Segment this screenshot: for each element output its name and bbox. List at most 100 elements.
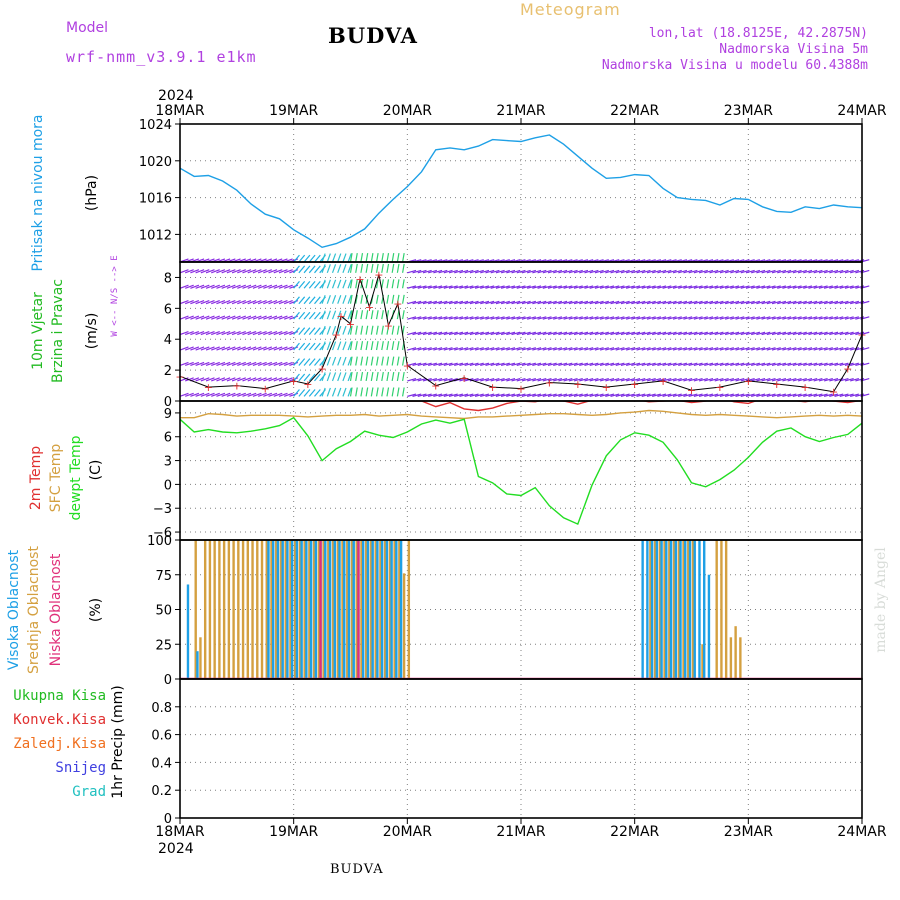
wind-barb	[787, 316, 797, 320]
wind-barb	[568, 331, 578, 336]
wind-barb	[542, 347, 552, 351]
wind-barb	[263, 300, 273, 305]
wind-barb	[268, 315, 278, 320]
wind-barb	[573, 378, 583, 382]
wind-barb	[839, 269, 849, 274]
wind-barb	[818, 362, 828, 367]
wind-barb	[321, 295, 326, 304]
wind-barb	[469, 300, 479, 305]
wind-barb	[349, 371, 353, 382]
wind-speed-marker: +	[602, 381, 611, 394]
wind-barb	[636, 347, 646, 351]
wind-barb	[594, 316, 604, 320]
wind-barb	[464, 300, 474, 305]
temp-ylabel-2m: 2m Temp	[28, 446, 44, 510]
wind-speed-marker: +	[384, 319, 393, 332]
wind-barb	[631, 316, 641, 320]
wind-barb	[221, 346, 231, 351]
wind-barb	[777, 362, 787, 367]
wind-barb	[200, 269, 210, 274]
wind-barb	[657, 362, 667, 367]
wind-barb	[719, 347, 729, 351]
wind-barb	[480, 362, 490, 367]
wind-barb	[247, 361, 257, 367]
wind-barb	[469, 347, 479, 351]
wind-barb	[693, 347, 703, 351]
wind-barb	[321, 325, 326, 335]
wind-barb	[698, 393, 708, 397]
wind-barb	[751, 316, 761, 320]
wind-barb	[314, 280, 321, 289]
wind-barb	[678, 393, 688, 397]
wind-barb	[495, 362, 505, 367]
time-label-top: 21MAR	[496, 103, 545, 119]
wind-barb	[771, 300, 781, 305]
wind-barb	[672, 269, 682, 274]
wind-barb	[474, 316, 484, 320]
wind-barb	[631, 331, 641, 336]
wind-barb	[652, 285, 662, 289]
wind-barb	[579, 347, 589, 351]
cloud-bar-cloud_high	[333, 540, 336, 679]
wind-barb	[485, 331, 495, 336]
wind-barb	[257, 346, 267, 351]
wind-barb	[573, 269, 583, 274]
footer-station: BUDVA	[330, 862, 384, 877]
wind-barb	[370, 371, 374, 382]
wind-barb	[263, 346, 273, 351]
wind-barb	[438, 347, 448, 351]
wind-barb	[365, 387, 369, 397]
wind-barb	[766, 300, 776, 305]
wind-barb	[787, 393, 797, 397]
wind-barb	[745, 316, 755, 320]
wind-barb	[506, 300, 516, 305]
wind-barb	[205, 377, 215, 382]
wind-barb	[683, 316, 693, 320]
wind-barb	[844, 331, 854, 336]
wind-barb	[615, 300, 625, 305]
wind-barb	[454, 285, 464, 289]
wind-barb	[342, 325, 347, 335]
wind-barb	[293, 389, 300, 397]
wind-barb	[360, 294, 364, 304]
wind-barb	[803, 378, 813, 382]
wind-barb	[326, 310, 331, 320]
wind-barb	[381, 253, 384, 263]
wind-barb	[542, 316, 552, 320]
wind-barb	[704, 347, 714, 351]
wind-barb	[678, 378, 688, 382]
wind-barb	[433, 378, 443, 382]
wind-barb	[226, 300, 236, 305]
wind-barb	[709, 362, 719, 367]
cloud-bar-cloud_high	[650, 540, 654, 679]
wind-barb	[252, 284, 262, 289]
wind-barb	[495, 347, 505, 351]
time-label-bottom: 18MAR	[155, 824, 204, 840]
wind-barb	[211, 377, 220, 382]
wind-barb	[355, 325, 358, 335]
wind-barb	[605, 362, 615, 367]
wind-barb	[542, 393, 552, 397]
ytick-label-pressure: 1024	[139, 118, 172, 133]
cloud-bar-cloud_mid	[682, 540, 685, 679]
wind-barb	[321, 372, 326, 382]
cloud-bar-cloud_high	[371, 540, 374, 679]
wind-barb	[506, 316, 516, 320]
wind-barb	[422, 347, 432, 351]
cloud-bar-cloud_mid	[194, 540, 197, 679]
wind-barb	[688, 316, 698, 320]
wind-barb	[257, 315, 267, 320]
cloud-bar-cloud_high	[390, 540, 393, 679]
wind-barb	[490, 362, 500, 367]
wind-barb	[615, 347, 625, 351]
wind-barb	[195, 377, 205, 382]
cloud-bar-cloud_mid	[653, 540, 657, 679]
wind-barb	[205, 346, 215, 351]
wind-barb	[730, 378, 740, 382]
wind-barb	[474, 362, 484, 367]
wind-barb	[735, 269, 745, 274]
wind-barb	[850, 378, 860, 382]
wind-barb	[620, 393, 630, 397]
wind-barb	[724, 378, 734, 382]
wind-barb	[813, 362, 823, 367]
